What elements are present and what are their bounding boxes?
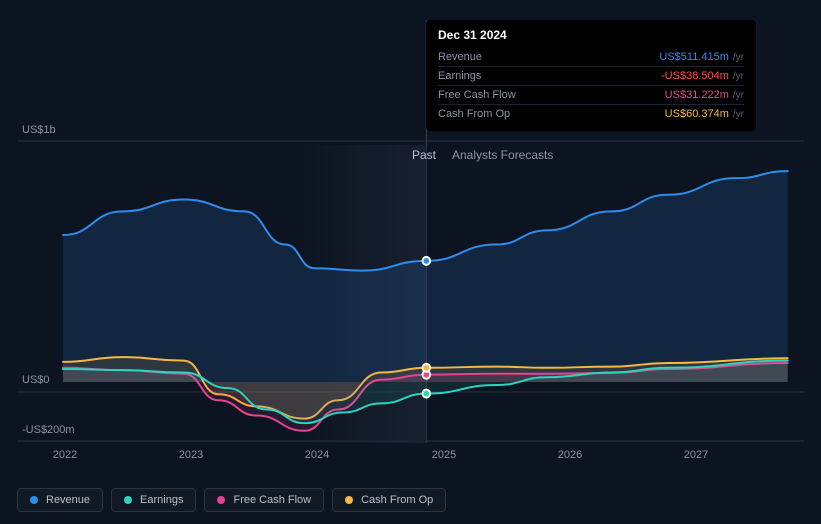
x-axis-label: 2024 bbox=[305, 449, 329, 461]
section-label-past: Past bbox=[412, 148, 436, 162]
x-axis-label: 2027 bbox=[684, 449, 708, 461]
tooltip-date: Dec 31 2024 bbox=[438, 28, 744, 42]
legend-label: Cash From Op bbox=[361, 494, 433, 506]
y-axis-label: US$0 bbox=[22, 374, 50, 386]
x-axis-label: 2026 bbox=[558, 449, 582, 461]
legend-dot-icon bbox=[124, 496, 132, 504]
section-label-forecast: Analysts Forecasts bbox=[452, 148, 553, 162]
x-axis-label: 2022 bbox=[53, 449, 77, 461]
legend-item-revenue[interactable]: Revenue bbox=[17, 488, 103, 512]
tooltip-metric-label: Earnings bbox=[438, 70, 481, 82]
tooltip-row: Free Cash Flow US$31.222m /yr bbox=[438, 86, 744, 105]
tooltip-metric-unit: /yr bbox=[733, 52, 744, 63]
legend-item-cash-from-op[interactable]: Cash From Op bbox=[332, 488, 446, 512]
tooltip-metric-value: US$511.415m bbox=[659, 51, 729, 63]
tooltip-row: Cash From Op US$60.374m /yr bbox=[438, 105, 744, 123]
tooltip-rows: Revenue US$511.415m /yr Earnings -US$38.… bbox=[438, 48, 744, 123]
tooltip-row: Revenue US$511.415m /yr bbox=[438, 48, 744, 67]
chart-tooltip: Dec 31 2024 Revenue US$511.415m /yr Earn… bbox=[426, 20, 756, 131]
legend-label: Revenue bbox=[46, 494, 90, 506]
tooltip-metric-label: Revenue bbox=[438, 51, 482, 63]
legend-dot-icon bbox=[217, 496, 225, 504]
tooltip-row: Earnings -US$38.504m /yr bbox=[438, 67, 744, 86]
tooltip-metric-value: US$60.374m bbox=[665, 108, 729, 120]
tooltip-metric-unit: /yr bbox=[733, 109, 744, 120]
tooltip-metric-label: Free Cash Flow bbox=[438, 89, 516, 101]
legend-dot-icon bbox=[30, 496, 38, 504]
legend-item-free-cash-flow[interactable]: Free Cash Flow bbox=[204, 488, 324, 512]
legend-label: Earnings bbox=[140, 494, 183, 506]
tooltip-metric-unit: /yr bbox=[733, 71, 744, 82]
tooltip-metric-label: Cash From Op bbox=[438, 108, 510, 120]
x-axis-label: 2025 bbox=[432, 449, 456, 461]
tooltip-metric-value: -US$38.504m bbox=[661, 70, 729, 82]
tooltip-metric-value: US$31.222m bbox=[665, 89, 729, 101]
y-axis-label: -US$200m bbox=[22, 424, 75, 436]
chart-legend: Revenue Earnings Free Cash Flow Cash Fro… bbox=[17, 488, 446, 512]
legend-dot-icon bbox=[345, 496, 353, 504]
y-axis-label: US$1b bbox=[22, 124, 56, 136]
tooltip-metric-unit: /yr bbox=[733, 90, 744, 101]
x-axis-label: 2023 bbox=[179, 449, 203, 461]
legend-item-earnings[interactable]: Earnings bbox=[111, 488, 196, 512]
legend-label: Free Cash Flow bbox=[233, 494, 311, 506]
